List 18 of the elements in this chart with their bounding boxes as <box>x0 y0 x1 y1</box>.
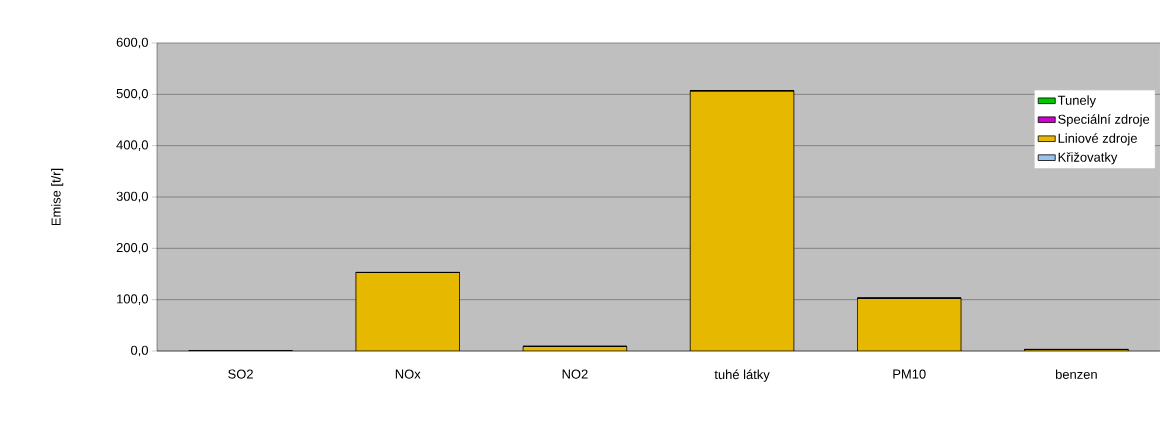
y-tick-label: 100,0 <box>117 294 148 306</box>
x-tick-label: SO2 <box>228 369 253 379</box>
y-tick-label: 300,0 <box>116 191 148 203</box>
y-tick-label: 600,0 <box>116 37 148 49</box>
legend-label: Tunely <box>1057 95 1096 108</box>
x-tick-label: NOx <box>395 369 421 379</box>
y-tick-label: 0,0 <box>130 345 148 357</box>
y-tick-label: 400,0 <box>116 140 148 152</box>
x-tick-label: tuhé látky <box>714 369 770 382</box>
legend-label: Křižovatky <box>1058 152 1118 165</box>
y-tick-label: 200,0 <box>116 242 148 254</box>
x-tick-label: NO2 <box>562 369 588 379</box>
legend-label: Speciální zdroje <box>1058 114 1150 127</box>
legend-label: Liniové zdroje <box>1058 133 1137 146</box>
y-tick-label: 500,0 <box>116 88 148 100</box>
x-tick-label: benzen <box>1055 369 1097 379</box>
x-tick-label: PM10 <box>893 369 926 379</box>
y-axis-title: Emise [t/r] <box>51 168 64 226</box>
